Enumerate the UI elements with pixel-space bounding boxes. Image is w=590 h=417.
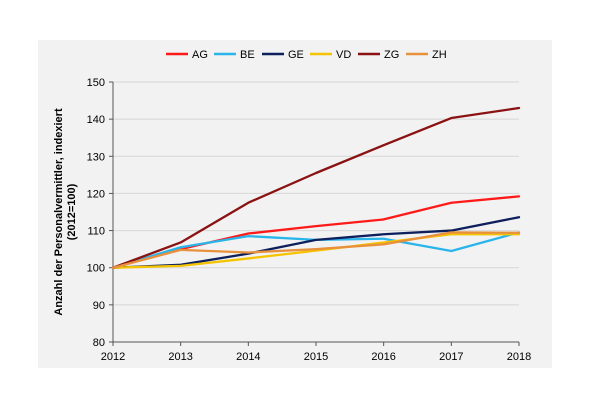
y-axis-title: Anzahl der Personalvermittler, indexiert…: [53, 108, 78, 316]
series-line-vd: [111, 233, 521, 269]
legend-label-ag: AG: [192, 49, 208, 61]
x-tick-label: 2013: [168, 351, 192, 363]
y-axis-title-line: (2012=100): [66, 183, 78, 240]
series-lines: [111, 106, 521, 269]
legend-label-zg: ZG: [384, 49, 399, 61]
series-line-zh: [111, 231, 521, 269]
y-axis-title-line: Anzahl der Personalvermittler, indexiert: [53, 108, 65, 316]
axes: 80 90 100 110 120 130 140 150 2012 2013 2014 2015 20…: [87, 77, 532, 363]
chart-panel: [38, 40, 552, 368]
y-tick-label: 110: [87, 226, 105, 238]
series-line-zg: [111, 106, 521, 269]
legend-label-zh: ZH: [432, 49, 447, 61]
y-tick-label: 140: [87, 114, 105, 126]
x-tick-label: 2017: [439, 351, 463, 363]
x-tick-label: 2012: [101, 351, 125, 363]
legend-label-ge: GE: [288, 49, 304, 61]
y-tick-label: 80: [93, 337, 105, 349]
y-tick-label: 100: [87, 263, 105, 275]
y-tick-label: 120: [87, 188, 105, 200]
x-tick-label: 2018: [507, 351, 531, 363]
y-tick-label: 150: [87, 77, 105, 89]
legend: AG BE GE VD ZG ZH: [166, 49, 447, 61]
legend-label-vd: VD: [336, 49, 351, 61]
legend-label-be: BE: [240, 49, 255, 61]
y-tick-label: 130: [87, 151, 105, 163]
y-tick-label: 90: [93, 300, 105, 312]
gridlines: [113, 81, 519, 343]
x-tick-label: 2016: [371, 351, 395, 363]
x-tick-label: 2015: [304, 351, 328, 363]
x-tick-label: 2014: [236, 351, 260, 363]
series-line-ge: [111, 216, 521, 269]
